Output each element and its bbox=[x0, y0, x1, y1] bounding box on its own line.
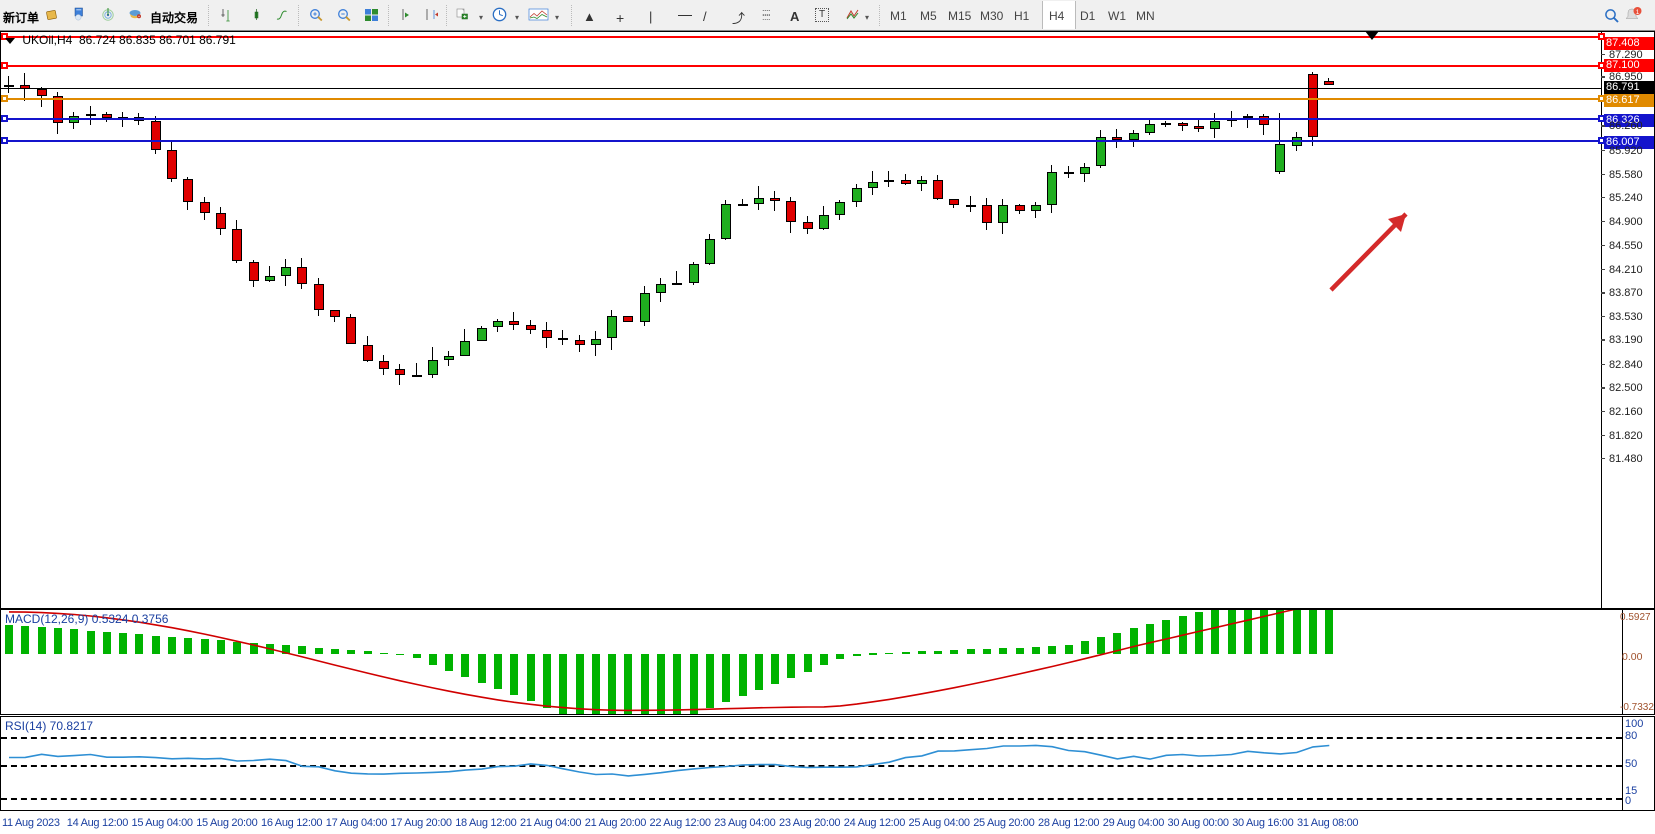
svg-text:1: 1 bbox=[1636, 9, 1640, 16]
